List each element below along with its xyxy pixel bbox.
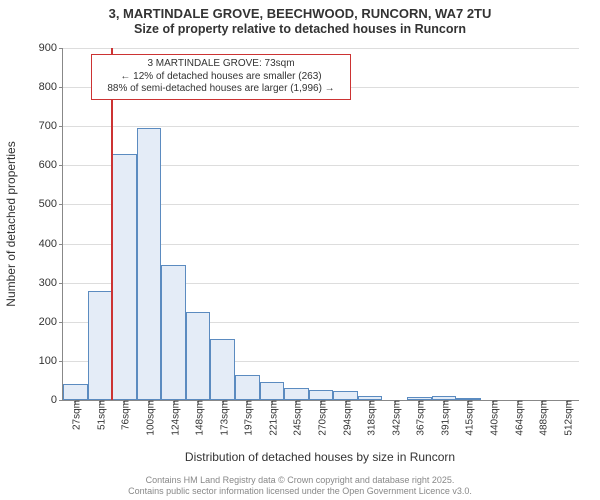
x-tick-label: 318sqm bbox=[363, 400, 378, 436]
x-tick-label: 245sqm bbox=[289, 400, 304, 436]
histogram-bar bbox=[260, 382, 285, 400]
y-tick-label: 200 bbox=[39, 316, 63, 328]
histogram-bar bbox=[63, 384, 88, 400]
x-tick-label: 367sqm bbox=[412, 400, 427, 436]
chart-container: 3, MARTINDALE GROVE, BEECHWOOD, RUNCORN,… bbox=[0, 0, 600, 500]
x-tick-label: 76sqm bbox=[117, 400, 132, 430]
histogram-bar bbox=[137, 128, 162, 400]
footer-line-1: Contains HM Land Registry data © Crown c… bbox=[0, 475, 600, 486]
x-tick-label: 415sqm bbox=[461, 400, 476, 436]
x-tick-label: 391sqm bbox=[436, 400, 451, 436]
reference-line bbox=[111, 48, 113, 400]
x-tick-label: 148sqm bbox=[191, 400, 206, 436]
annotation-box: 3 MARTINDALE GROVE: 73sqm← 12% of detach… bbox=[91, 54, 351, 100]
y-tick-label: 400 bbox=[39, 238, 63, 250]
histogram-bar bbox=[235, 375, 260, 400]
x-tick-label: 294sqm bbox=[338, 400, 353, 436]
x-tick-label: 270sqm bbox=[314, 400, 329, 436]
x-tick-label: 27sqm bbox=[68, 400, 83, 430]
x-axis-label: Distribution of detached houses by size … bbox=[62, 450, 578, 464]
annotation-line: ← 12% of detached houses are smaller (26… bbox=[98, 71, 344, 84]
chart-area: 0 100 200 300 400 500 600 700 800 900 27sqm 51sqm 76… bbox=[0, 0, 600, 500]
histogram-bar bbox=[186, 312, 211, 400]
y-tick-label: 600 bbox=[39, 159, 63, 171]
x-tick-label: 440sqm bbox=[486, 400, 501, 436]
histogram-bar bbox=[309, 390, 334, 400]
y-tick-label: 900 bbox=[39, 42, 63, 54]
x-tick-label: 197sqm bbox=[240, 400, 255, 436]
y-tick-label: 300 bbox=[39, 277, 63, 289]
gridline-horizontal bbox=[63, 48, 579, 49]
y-tick-label: 100 bbox=[39, 355, 63, 367]
x-tick-label: 124sqm bbox=[166, 400, 181, 436]
y-tick-label: 500 bbox=[39, 198, 63, 210]
x-tick-label: 173sqm bbox=[215, 400, 230, 436]
annotation-line: 3 MARTINDALE GROVE: 73sqm bbox=[98, 58, 344, 71]
histogram-bar bbox=[284, 388, 309, 400]
y-tick-label: 800 bbox=[39, 81, 63, 93]
x-tick-label: 464sqm bbox=[510, 400, 525, 436]
y-tick-label: 700 bbox=[39, 120, 63, 132]
x-tick-label: 488sqm bbox=[535, 400, 550, 436]
annotation-line: 88% of semi-detached houses are larger (… bbox=[98, 83, 344, 96]
x-tick-label: 100sqm bbox=[142, 400, 157, 436]
histogram-bar bbox=[333, 391, 358, 400]
x-tick-label: 51sqm bbox=[92, 400, 107, 430]
y-axis-label: Number of detached properties bbox=[4, 141, 18, 306]
gridline-horizontal bbox=[63, 126, 579, 127]
histogram-bar bbox=[88, 291, 113, 401]
histogram-bar bbox=[161, 265, 186, 400]
y-tick-label: 0 bbox=[51, 394, 63, 406]
histogram-bar bbox=[210, 339, 235, 400]
attribution-footer: Contains HM Land Registry data © Crown c… bbox=[0, 475, 600, 497]
x-tick-label: 512sqm bbox=[559, 400, 574, 436]
histogram-bar bbox=[112, 154, 137, 400]
x-tick-label: 221sqm bbox=[264, 400, 279, 436]
x-tick-label: 342sqm bbox=[387, 400, 402, 436]
footer-line-2: Contains public sector information licen… bbox=[0, 486, 600, 497]
plot-area: 010020030040050060070080090027sqm51sqm76… bbox=[62, 48, 579, 401]
